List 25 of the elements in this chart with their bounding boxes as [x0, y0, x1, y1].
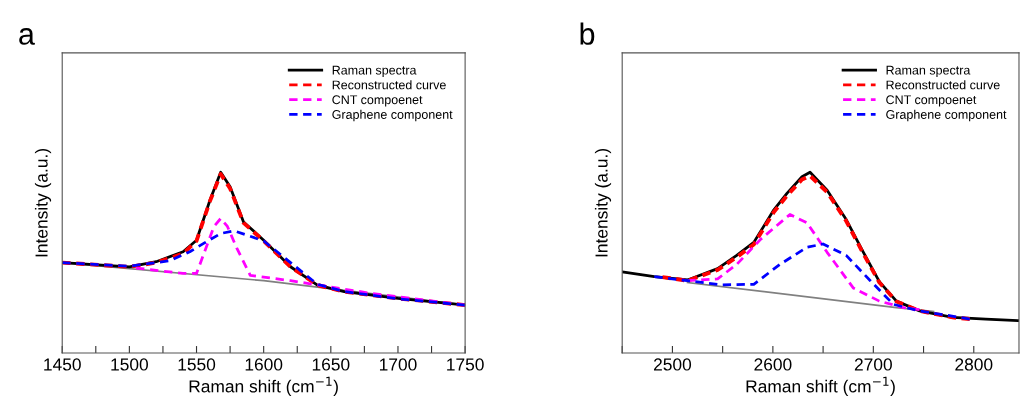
x-axis-title: Raman shift (cm$^{−1}$) [746, 376, 895, 396]
x-tick-label: 1450 [44, 358, 81, 371]
x-tick-label: 2600 [754, 358, 792, 371]
legend-label: CNT compoenet [886, 95, 977, 107]
x-tick-label: 2700 [854, 358, 892, 371]
x-tick-label: 1750 [447, 358, 484, 371]
x-tick-label: 1500 [111, 358, 148, 371]
y-axis-title: Intensity (a.u.) [594, 149, 612, 257]
x-tick-label: 1650 [312, 358, 350, 371]
legend-label: Graphene component [332, 109, 453, 122]
legend-label: Graphene component [886, 109, 1007, 122]
x-tick-label: 1600 [245, 358, 283, 371]
legend-label: Reconstructed curve [332, 80, 446, 90]
legend-label: Raman spectra [332, 65, 417, 78]
y-axis-title: Intensity (a.u.) [34, 149, 52, 257]
x-tick-label: 1550 [178, 358, 216, 371]
legend-label: Reconstructed curve [886, 80, 1000, 90]
x-axis-title: Raman shift (cm$^{−1}$) [189, 376, 338, 396]
x-tick-label: 2800 [955, 358, 993, 371]
legend-label: CNT compoenet [332, 95, 423, 107]
x-tick-label: 2500 [653, 358, 692, 371]
chart-title: b [580, 22, 595, 45]
legend-label: Raman spectra [886, 65, 971, 78]
x-tick-label: 1700 [379, 358, 417, 371]
chart-title: a [19, 28, 35, 45]
